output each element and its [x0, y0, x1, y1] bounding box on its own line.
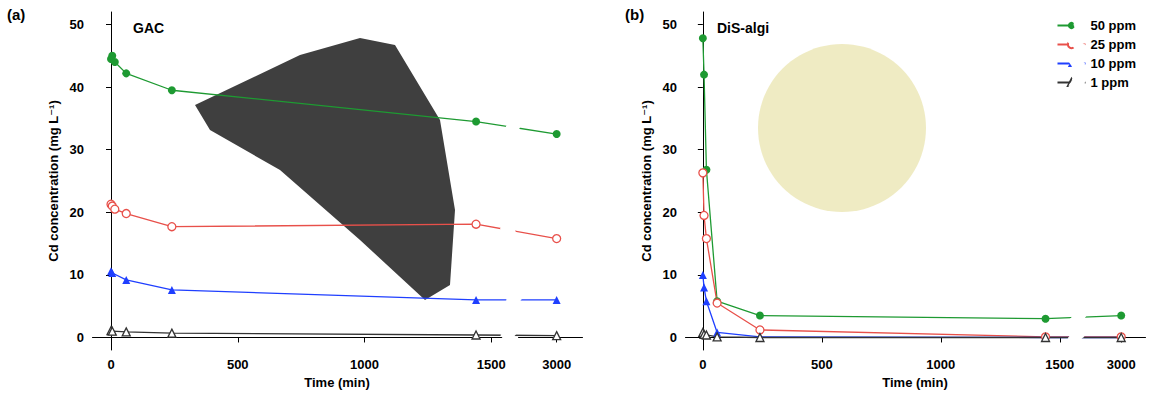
svg-text:1 ppm: 1 ppm	[1090, 75, 1128, 90]
svg-text:40: 40	[70, 80, 84, 95]
svg-text:0: 0	[699, 357, 706, 372]
svg-text:25 ppm: 25 ppm	[1090, 37, 1136, 52]
svg-text:50: 50	[663, 17, 677, 32]
svg-text:10 ppm: 10 ppm	[1090, 56, 1136, 71]
svg-text:Cd concentration (mg L⁻¹): Cd concentration (mg L⁻¹)	[639, 100, 654, 261]
svg-text:0: 0	[77, 330, 84, 345]
svg-text:10: 10	[663, 267, 677, 282]
svg-text:30: 30	[70, 142, 84, 157]
svg-text:50: 50	[70, 17, 84, 32]
svg-text:1500: 1500	[1045, 357, 1074, 372]
svg-text:GAC: GAC	[133, 20, 164, 36]
svg-text:40: 40	[663, 80, 677, 95]
svg-text:500: 500	[227, 357, 249, 372]
svg-text:1000: 1000	[350, 357, 379, 372]
svg-text:0: 0	[670, 330, 677, 345]
svg-text:DiS-algi: DiS-algi	[717, 20, 769, 36]
svg-text:(a): (a)	[7, 6, 25, 23]
svg-text:0: 0	[107, 357, 114, 372]
svg-text:50 ppm: 50 ppm	[1090, 18, 1136, 33]
svg-text:1000: 1000	[926, 357, 955, 372]
svg-text:30: 30	[663, 142, 677, 157]
svg-text:3000: 3000	[1107, 357, 1136, 372]
svg-text:500: 500	[811, 357, 833, 372]
svg-text:20: 20	[663, 205, 677, 220]
svg-text:10: 10	[70, 267, 84, 282]
svg-text:Time (min): Time (min)	[882, 375, 948, 390]
svg-text:(b): (b)	[625, 6, 644, 23]
svg-text:3000: 3000	[542, 357, 571, 372]
svg-text:Time (min): Time (min)	[304, 375, 370, 390]
svg-text:20: 20	[70, 205, 84, 220]
svg-text:1500: 1500	[477, 357, 506, 372]
svg-text:Cd concentration (mg L⁻¹): Cd concentration (mg L⁻¹)	[46, 100, 61, 261]
